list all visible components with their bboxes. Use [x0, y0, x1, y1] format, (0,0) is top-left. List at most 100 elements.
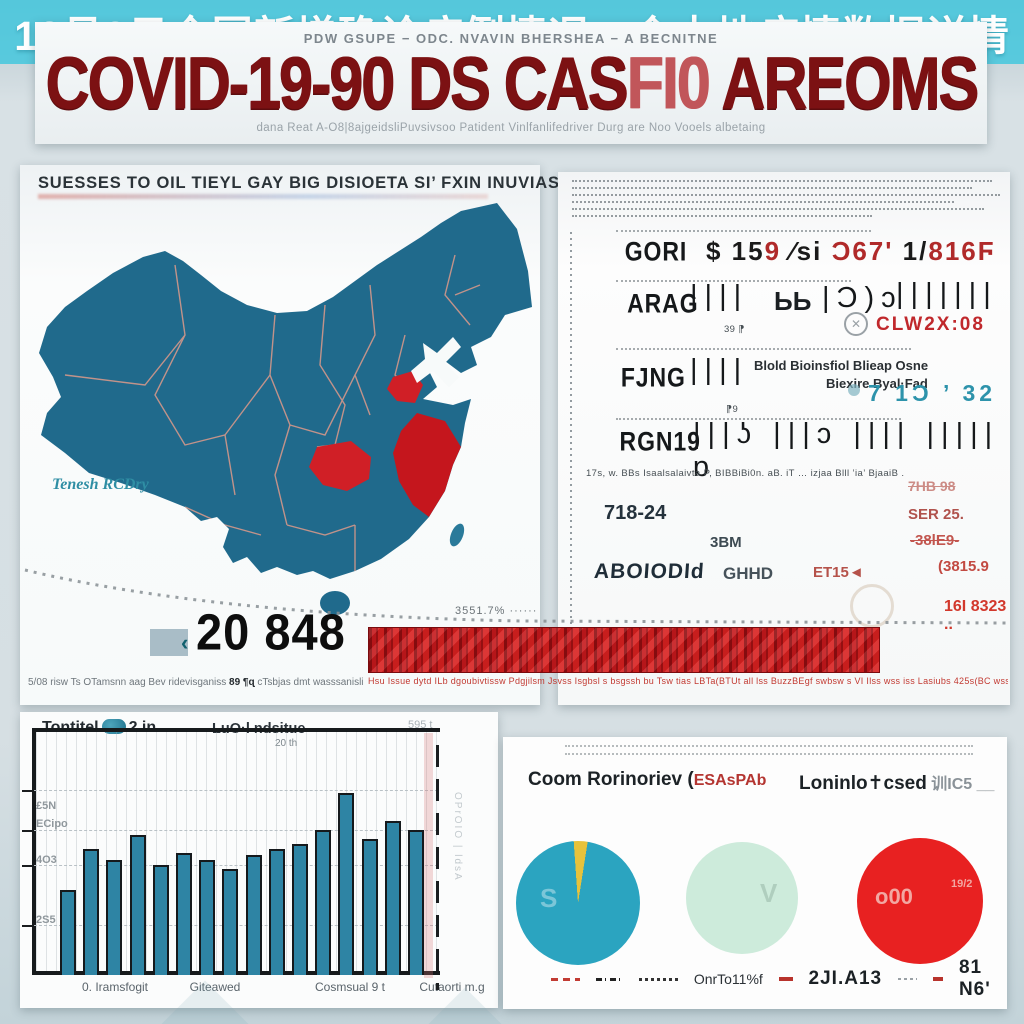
number-tick: ‹ [181, 630, 189, 655]
hatch-row [572, 180, 992, 182]
row-subscript: 39 ⁋ [724, 324, 745, 335]
legend-swatch-black-dots [639, 977, 678, 981]
fragment-3bm: 3BM [710, 534, 742, 551]
stamp-icon: ✕ [844, 312, 868, 336]
bar [384, 820, 401, 975]
header-subtitle: dana Reat A-O8|8ajgeidsliPuvsivsoo Patid… [256, 122, 766, 134]
pie-legend: OnrTo11%f 2JI.A13 81 N6' [551, 957, 1001, 1001]
hatch-row [572, 208, 984, 210]
bar [338, 793, 355, 975]
chart-title-sub: 20 th [275, 738, 297, 749]
bar [152, 864, 169, 975]
outbreak-region-north [387, 371, 423, 403]
struck-fragment: 7HB 98 [908, 478, 956, 494]
hatch-row [565, 753, 973, 755]
row-note-line1: Blold Bioinsfiol Blieap Osne [754, 358, 929, 373]
percent-note: 3551.7% ······ [455, 605, 538, 617]
province-borders [64, 254, 481, 571]
table-row-label: RGN19 [619, 426, 701, 458]
tally-marks: |||ʖ |||ɔ |||| |||||ɒ [693, 418, 1000, 483]
axis-tick [22, 830, 32, 832]
tally-marks: |||| [690, 354, 749, 386]
row-separator [616, 418, 901, 420]
legend-swatch-red-solid [778, 977, 793, 981]
dashed-divider [436, 745, 439, 990]
y-tick-label: ECipo [36, 818, 68, 830]
outbreak-region-central [309, 441, 371, 491]
pie3-side-label: 19/2 [951, 878, 973, 890]
row-separator [616, 230, 871, 232]
number-legend-square [150, 629, 188, 656]
pie-chart-1: S [516, 841, 640, 965]
bar [408, 830, 424, 975]
bar [361, 839, 378, 975]
legend-swatch-gray-dots [898, 978, 918, 980]
bar-chart-panel: Tontitel2 in LuO·l ndsitue 20 th 595 t £… [20, 712, 498, 1008]
tally-marks: ||||||| [896, 278, 998, 310]
taiwan-island [449, 523, 465, 547]
pie2-glyph: V [760, 878, 778, 908]
fragment-aboiodid: ABOIODId [593, 560, 706, 583]
fragment-et15: ET15◄ [813, 564, 864, 581]
x-axis-label: Giteawed [189, 980, 241, 994]
legend-swatch-black-dashdot [595, 977, 624, 981]
china-mainland [39, 203, 532, 579]
legend-label: OnrTo11%f [693, 971, 763, 987]
footer-note: 5/08 risw Ts OTamsnn aag Bev ridevisgani… [28, 677, 363, 688]
row-separator [616, 348, 911, 350]
china-map [39, 203, 532, 615]
data-table-panel: GORI $ 159 ⁄si Ɔ67' 1/816Ϝ ARAG |||| ЬЬ … [558, 172, 1010, 705]
fragment-38le9: -38lE9- [910, 532, 960, 549]
bar [245, 855, 262, 975]
map-panel-heading: SUESSES TO OIL TIEYL GAY BIG DISIOETA SI… [38, 174, 560, 192]
axis-tick [22, 865, 32, 867]
bar [106, 860, 123, 975]
page-title: COVID-19-90 DS CASFI0 AREOMS [35, 40, 987, 125]
table-row-label: FJNG [620, 362, 686, 394]
legend-value-2: 81 N6' [958, 957, 991, 1000]
fragment-38159: (3815.9 [938, 558, 989, 575]
legend-swatch-red-dash [551, 977, 580, 981]
tally-marks: |Ɔ)ɔ [822, 282, 903, 314]
y-tick-label: £5N [36, 800, 57, 812]
table-row-label: ARAG [627, 288, 699, 320]
pie3-label: o00 [875, 884, 913, 909]
micro-text-line: 17s, w. BBs Isaalsalaivta P, BIBBiBi0n. … [586, 468, 905, 479]
bar [129, 834, 146, 975]
bar [176, 853, 192, 975]
gridline [34, 865, 438, 866]
bar [60, 889, 76, 975]
y-tick-label: 2S5 [36, 914, 56, 926]
legend-swatch-red-solid [933, 977, 943, 981]
fragment-ghhd: GHHD [723, 564, 774, 583]
red-caption-line: Hsu Issue dytd ILb dgoubivtissw Pdgjilsm… [368, 676, 1008, 686]
pie1-glyph: S [540, 883, 558, 913]
x-axis-label: Cutaorti m.g [419, 980, 485, 994]
left-dotted-rule [570, 232, 572, 652]
hatch-row [572, 194, 1000, 196]
hatch-row [572, 215, 872, 217]
bars-container [36, 732, 436, 975]
map-heading-artifact [38, 194, 488, 199]
page-header: PDW GSUPE − ODC. NVAVIN BHERSHEA − A BEC… [35, 22, 987, 144]
tally-letters: ЬЬ [774, 286, 812, 316]
red-number-fragment: 16I 8323 .. [944, 598, 1007, 633]
row-subscript: ⁋9 [726, 404, 739, 415]
fragment-71824: 718-24 [604, 502, 667, 524]
hatch-row [565, 745, 973, 747]
x-axis-label: Cosmsual 9 t [314, 980, 386, 994]
red-hatched-bar [368, 627, 880, 673]
fragment-ser25: SER 25. [908, 506, 964, 523]
teal-number: 7 1Ɔ ’ 32 [868, 380, 997, 406]
title-part2: AREOMS [708, 41, 979, 125]
pie-chart-3: o00 19/2 [857, 838, 983, 964]
table-row-values: $ 159 ⁄si Ɔ67' 1/816Ϝ [706, 236, 996, 266]
watermark-text: Tenesh RCDry [52, 476, 149, 493]
big-case-number: 20 848 [196, 602, 346, 661]
bar [222, 869, 239, 975]
hatch-row [572, 201, 954, 203]
table-row-label: GORI [624, 236, 688, 268]
tally-marks: |||| [690, 280, 749, 312]
teal-dot [848, 384, 860, 396]
